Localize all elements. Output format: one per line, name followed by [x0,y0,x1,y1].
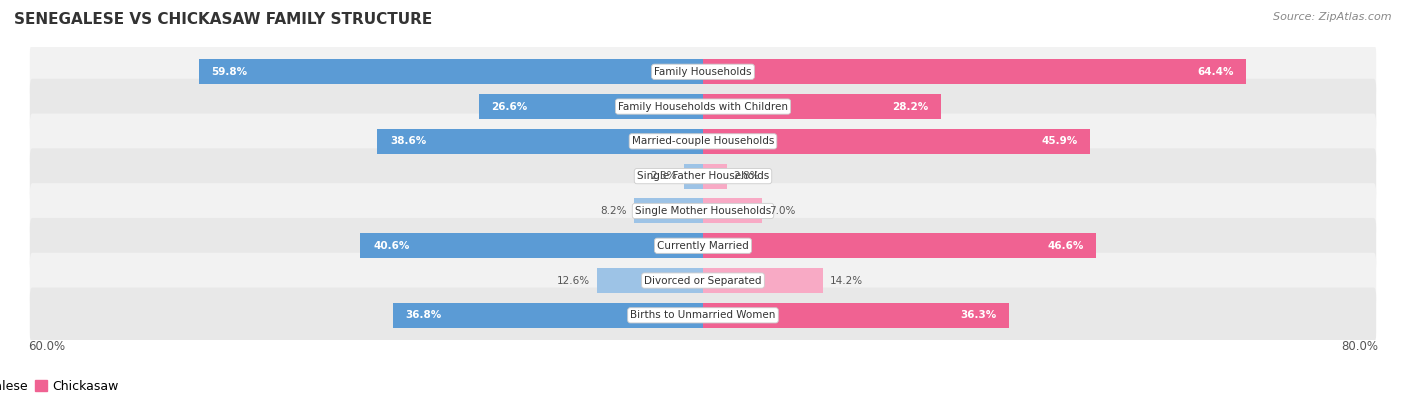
Bar [703,164,727,189]
Text: 64.4%: 64.4% [1197,67,1233,77]
Text: Single Mother Households: Single Mother Households [636,206,770,216]
Text: 2.8%: 2.8% [734,171,759,181]
Text: 7.0%: 7.0% [769,206,796,216]
Text: SENEGALESE VS CHICKASAW FAMILY STRUCTURE: SENEGALESE VS CHICKASAW FAMILY STRUCTURE [14,12,432,27]
Text: 14.2%: 14.2% [830,276,863,286]
Text: 45.9%: 45.9% [1042,136,1077,147]
Text: Births to Unmarried Women: Births to Unmarried Women [630,310,776,320]
Bar [683,164,703,189]
Bar [377,129,703,154]
FancyBboxPatch shape [30,183,1376,239]
Bar [703,303,1010,328]
Text: 12.6%: 12.6% [557,276,591,286]
Bar [634,198,703,224]
Bar [703,94,941,119]
FancyBboxPatch shape [30,253,1376,308]
Text: Family Households with Children: Family Households with Children [619,102,787,111]
Text: 60.0%: 60.0% [28,340,65,353]
Text: 26.6%: 26.6% [491,102,527,111]
Text: 2.3%: 2.3% [651,171,676,181]
Text: Single Father Households: Single Father Households [637,171,769,181]
Bar [392,303,703,328]
Bar [703,198,762,224]
Text: 36.8%: 36.8% [405,310,441,320]
Bar [703,268,823,293]
Bar [198,59,703,84]
Bar [703,59,1246,84]
Bar [703,233,1097,258]
Legend: Senegalese, Chickasaw: Senegalese, Chickasaw [0,375,124,395]
Bar [703,129,1090,154]
Text: Family Households: Family Households [654,67,752,77]
Bar [360,233,703,258]
FancyBboxPatch shape [30,44,1376,100]
Text: Divorced or Separated: Divorced or Separated [644,276,762,286]
Text: 59.8%: 59.8% [211,67,247,77]
Text: 8.2%: 8.2% [600,206,627,216]
Text: 38.6%: 38.6% [389,136,426,147]
FancyBboxPatch shape [30,148,1376,204]
Text: 80.0%: 80.0% [1341,340,1378,353]
Text: Source: ZipAtlas.com: Source: ZipAtlas.com [1274,12,1392,22]
FancyBboxPatch shape [30,218,1376,274]
FancyBboxPatch shape [30,79,1376,134]
Text: 28.2%: 28.2% [891,102,928,111]
Text: Currently Married: Currently Married [657,241,749,251]
FancyBboxPatch shape [30,288,1376,343]
Text: Married-couple Households: Married-couple Households [631,136,775,147]
Text: 46.6%: 46.6% [1047,241,1084,251]
FancyBboxPatch shape [30,113,1376,169]
Bar [478,94,703,119]
Bar [596,268,703,293]
Text: 36.3%: 36.3% [960,310,997,320]
Text: 40.6%: 40.6% [373,241,409,251]
